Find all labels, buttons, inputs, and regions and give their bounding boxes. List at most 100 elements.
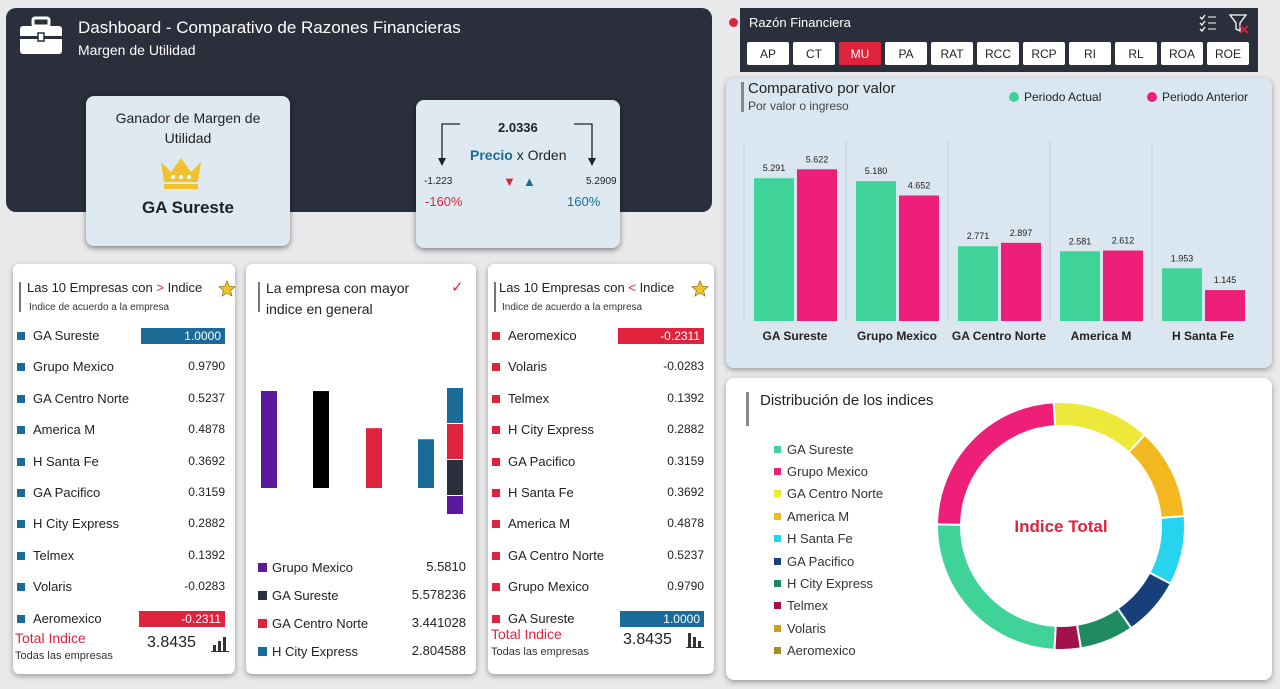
- bar-actual[interactable]: [856, 181, 896, 321]
- list-item[interactable]: GA Pacifico 0.3159: [13, 483, 235, 514]
- donut-slice[interactable]: [935, 401, 1057, 526]
- list-item[interactable]: GA Centro Norte 3.441028: [246, 614, 476, 642]
- bar-anterior[interactable]: [1103, 250, 1143, 321]
- list-item[interactable]: Volaris -0.0283: [13, 577, 235, 608]
- legend-item: GA Sureste: [774, 438, 883, 460]
- donut-slice[interactable]: [1052, 401, 1147, 454]
- rf-option-ri[interactable]: RI: [1069, 42, 1111, 65]
- list-item[interactable]: GA Sureste 1.0000: [13, 326, 235, 357]
- rf-option-rcc[interactable]: RCC: [977, 42, 1019, 65]
- bar-anterior[interactable]: [1001, 242, 1041, 321]
- legend-item: GA Centro Norte: [774, 483, 883, 505]
- rf-option-pa[interactable]: PA: [885, 42, 927, 65]
- list-item[interactable]: Grupo Mexico 5.5810: [246, 558, 476, 586]
- list-item[interactable]: GA Centro Norte 0.5237: [13, 389, 235, 420]
- row-marker: [492, 488, 500, 497]
- company-name: H Santa Fe: [508, 484, 574, 500]
- company-name: Grupo Mexico: [33, 359, 114, 375]
- company-value: 0.3159: [667, 453, 704, 468]
- list-item[interactable]: America M 0.4878: [13, 420, 235, 451]
- company-name: America M: [33, 422, 96, 438]
- list-item[interactable]: Grupo Mexico 0.9790: [488, 577, 714, 608]
- stacked-segment[interactable]: [447, 424, 463, 459]
- company-bar[interactable]: [418, 439, 434, 488]
- rf-option-rl[interactable]: RL: [1115, 42, 1157, 65]
- company-bar[interactable]: [366, 428, 382, 488]
- company-name: GA Sureste: [272, 588, 339, 603]
- list-item[interactable]: GA Sureste 5.578236: [246, 586, 476, 614]
- select-all-icon[interactable]: [1199, 14, 1216, 32]
- rf-dot: [729, 18, 738, 27]
- stacked-segment[interactable]: [447, 496, 463, 514]
- company-name: GA Pacifico: [33, 484, 101, 500]
- company-value: 0.1392: [188, 547, 225, 562]
- list-item[interactable]: H Santa Fe 0.3692: [488, 483, 714, 514]
- donut-slice[interactable]: [1127, 433, 1186, 520]
- rf-option-ap[interactable]: AP: [747, 42, 789, 65]
- rf-option-mu[interactable]: MU: [839, 42, 881, 65]
- list-item[interactable]: H Santa Fe 0.3692: [13, 452, 235, 483]
- company-bar[interactable]: [313, 391, 329, 488]
- legend-swatch: [774, 468, 781, 476]
- company-value: 0.2882: [188, 516, 225, 531]
- list-item[interactable]: GA Centro Norte 0.5237: [488, 546, 714, 577]
- company-name: GA Centro Norte: [33, 390, 130, 406]
- mayor-indice-list: Grupo Mexico 5.5810 GA Sureste 5.578236 GA C…: [246, 558, 476, 670]
- total-indice-value: 3.8435: [147, 634, 196, 651]
- top10-mayor-card: Las 10 Empresas con > Indice Indice de a…: [13, 264, 236, 674]
- company-bar[interactable]: [261, 391, 277, 488]
- list-item[interactable]: Aeromexico -0.2311: [488, 326, 714, 357]
- company-value: 0.3159: [188, 484, 225, 499]
- razon-financiera-buttons: AP CT MU PA RAT RCC RCP RI RL ROA ROE: [747, 42, 1249, 65]
- legend-swatch: [774, 557, 781, 565]
- bar-actual[interactable]: [754, 178, 794, 321]
- company-value: 2.804588: [411, 643, 466, 658]
- company-name: H City Express: [33, 516, 119, 532]
- list-item[interactable]: GA Pacifico 0.3159: [488, 452, 714, 483]
- mayor-indice-card: La empresa con mayor indice en general ✓…: [246, 264, 476, 674]
- list-item[interactable]: Telmex 0.1392: [13, 546, 235, 577]
- bar-value-label: 5.291: [763, 163, 786, 173]
- list-item[interactable]: Telmex 0.1392: [488, 389, 714, 420]
- list-item[interactable]: America M 0.4878: [488, 514, 714, 545]
- company-name: GA Centro Norte: [272, 616, 369, 631]
- list-item[interactable]: H City Express 0.2882: [488, 420, 714, 451]
- accent-bar: [494, 282, 496, 312]
- list-item[interactable]: GA Sureste 1.0000: [488, 609, 714, 640]
- top10-menor-subtitle: Indice de acuerdo a la empresa: [502, 302, 643, 313]
- legend-swatch: [774, 624, 781, 632]
- company-value: 0.2882: [667, 422, 704, 437]
- company-name: H Santa Fe: [33, 453, 99, 469]
- bar-anterior[interactable]: [899, 195, 939, 321]
- legend-item: GA Pacifico: [774, 550, 883, 572]
- bar-anterior[interactable]: [1205, 290, 1245, 321]
- stacked-segment[interactable]: [447, 388, 463, 423]
- rf-option-ct[interactable]: CT: [793, 42, 835, 65]
- clear-filter-icon[interactable]: [1228, 14, 1249, 34]
- rf-option-rcp[interactable]: RCP: [1023, 42, 1065, 65]
- stacked-segment[interactable]: [447, 460, 463, 495]
- precio-brackets: [438, 123, 596, 166]
- rf-option-roe[interactable]: ROE: [1207, 42, 1249, 65]
- bar-actual[interactable]: [958, 246, 998, 321]
- list-item[interactable]: Aeromexico -0.2311: [13, 609, 235, 640]
- row-marker: [492, 332, 500, 340]
- company-name: Telmex: [508, 390, 550, 406]
- bar-actual[interactable]: [1162, 268, 1202, 321]
- rf-option-roa[interactable]: ROA: [1161, 42, 1203, 65]
- list-item[interactable]: Grupo Mexico 0.9790: [13, 357, 235, 388]
- donut-slice[interactable]: [1148, 514, 1186, 586]
- list-item[interactable]: H City Express 2.804588: [246, 642, 476, 670]
- bar-anterior[interactable]: [797, 169, 837, 321]
- bar-actual[interactable]: [1060, 251, 1100, 321]
- total-indice-value: 3.8435: [623, 631, 672, 648]
- list-item[interactable]: H City Express 0.2882: [13, 514, 235, 545]
- list-item[interactable]: Volaris -0.0283: [488, 357, 714, 388]
- company-value: 5.578236: [411, 587, 466, 602]
- rf-option-rat[interactable]: RAT: [931, 42, 973, 65]
- legend-label: GA Pacifico: [787, 553, 855, 569]
- company-name: Aeromexico: [508, 328, 577, 343]
- donut-slice[interactable]: [1053, 623, 1083, 651]
- donut-slice[interactable]: [936, 523, 1057, 651]
- page-subtitle: Margen de Utilidad: [78, 42, 196, 58]
